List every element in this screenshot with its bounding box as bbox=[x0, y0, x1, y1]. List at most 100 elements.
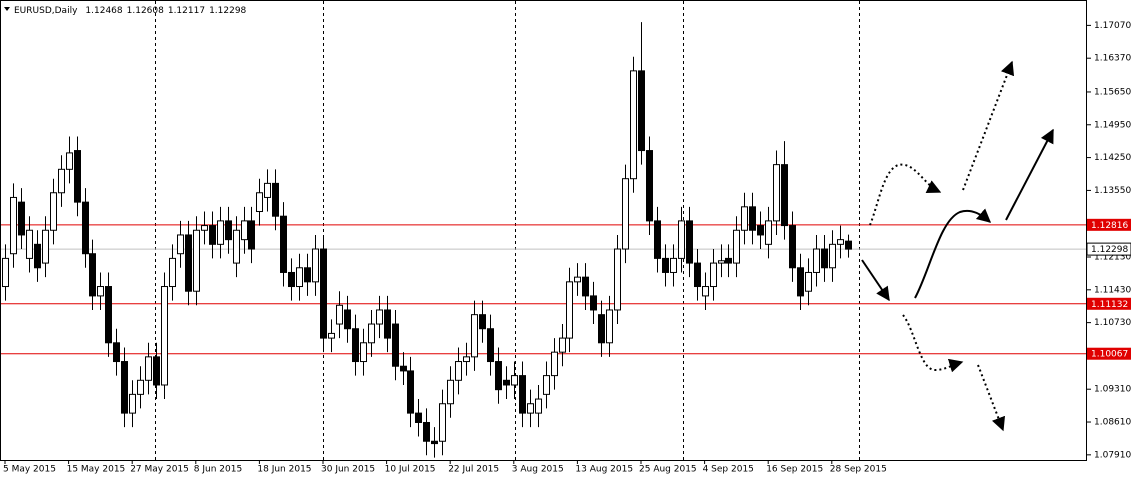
candle-body bbox=[614, 248, 621, 311]
candle-body bbox=[185, 234, 192, 292]
candle-body bbox=[161, 286, 168, 386]
candle-body bbox=[153, 356, 160, 386]
candle-body bbox=[749, 206, 756, 231]
candle-body bbox=[193, 229, 200, 292]
candle-body bbox=[566, 281, 573, 339]
candle-body bbox=[447, 379, 454, 405]
candle-body bbox=[304, 267, 311, 283]
y-tick-label: 1.11430 bbox=[1094, 285, 1131, 295]
y-tick-label: 1.14250 bbox=[1094, 153, 1131, 163]
candle-body bbox=[725, 257, 732, 264]
candle-body bbox=[646, 150, 653, 222]
y-tick-label: 1.08610 bbox=[1094, 418, 1131, 428]
candle-body bbox=[50, 192, 57, 231]
candle-body bbox=[821, 248, 828, 269]
x-tick-label: 13 Aug 2015 bbox=[575, 465, 633, 475]
x-tick-label: 10 Jul 2015 bbox=[385, 465, 436, 475]
candle-body bbox=[272, 182, 279, 217]
candle-body bbox=[829, 243, 836, 269]
candle-body bbox=[2, 257, 9, 288]
candle-body bbox=[177, 234, 184, 255]
candle-body bbox=[296, 267, 303, 288]
x-tick-label: 27 May 2015 bbox=[130, 465, 189, 475]
candle-body bbox=[702, 286, 709, 297]
candle-body bbox=[686, 220, 693, 264]
candle-body bbox=[431, 440, 438, 445]
candle-body bbox=[58, 168, 65, 194]
candle-body bbox=[145, 356, 152, 381]
candle-body bbox=[113, 342, 120, 363]
candle-body bbox=[280, 215, 287, 273]
candle-body bbox=[622, 178, 629, 250]
candle-body bbox=[837, 239, 844, 245]
candle-body bbox=[352, 328, 359, 363]
candle-body bbox=[241, 220, 248, 241]
candle-body bbox=[511, 375, 518, 386]
candle-body bbox=[535, 398, 542, 414]
y-tick-label: 1.16370 bbox=[1094, 54, 1131, 64]
candle-body bbox=[209, 225, 216, 245]
x-tick-label: 16 Sep 2015 bbox=[766, 465, 823, 475]
candle-body bbox=[423, 421, 430, 442]
candle-body bbox=[543, 375, 550, 395]
candle-body bbox=[757, 225, 764, 236]
x-tick-label: 25 Aug 2015 bbox=[639, 465, 697, 475]
x-tick-label: 22 Jul 2015 bbox=[448, 465, 499, 475]
candle-body bbox=[368, 323, 375, 344]
candle-body bbox=[225, 220, 232, 241]
last-high: 1.12608 bbox=[127, 6, 164, 16]
last-close: 1.12298 bbox=[209, 6, 246, 16]
candle-body bbox=[670, 257, 677, 273]
candle-body bbox=[66, 152, 73, 170]
candle-body bbox=[598, 314, 605, 344]
y-tick-label: 1.09310 bbox=[1094, 385, 1131, 395]
candle-body bbox=[360, 342, 367, 363]
candle-body bbox=[574, 276, 581, 283]
candle-body bbox=[845, 240, 852, 250]
x-tick-label: 5 May 2015 bbox=[3, 465, 56, 475]
candle-body bbox=[256, 192, 263, 213]
symbol: EURUSD,Daily bbox=[14, 6, 78, 16]
x-tick-label: 4 Sep 2015 bbox=[703, 465, 754, 475]
candle-body bbox=[137, 379, 144, 395]
y-tick-label: 1.13550 bbox=[1094, 186, 1131, 196]
level-label: 1.10067 bbox=[1091, 350, 1128, 360]
candle-body bbox=[630, 70, 637, 180]
candle-body bbox=[376, 309, 383, 325]
candle-body bbox=[312, 248, 319, 283]
candle-body bbox=[89, 253, 96, 297]
candle-body bbox=[121, 361, 128, 414]
candle-body bbox=[463, 356, 470, 363]
candle-body bbox=[97, 286, 104, 297]
x-tick-label: 28 Sep 2015 bbox=[830, 465, 887, 475]
x-tick-label: 8 Jun 2015 bbox=[194, 465, 242, 475]
candle-body bbox=[328, 332, 335, 339]
candle-body bbox=[797, 267, 804, 297]
y-tick-label: 1.15650 bbox=[1094, 87, 1131, 97]
candle-body bbox=[527, 403, 534, 414]
candle-body bbox=[400, 365, 407, 372]
menu-triangle bbox=[4, 7, 10, 11]
candle-body bbox=[384, 309, 391, 339]
last-open: 1.12468 bbox=[85, 6, 122, 16]
candle-body bbox=[479, 314, 486, 330]
candle-body bbox=[773, 164, 780, 222]
candle-body bbox=[559, 337, 566, 353]
candle-body bbox=[813, 248, 820, 273]
last-low: 1.12117 bbox=[168, 6, 205, 16]
candle-body bbox=[233, 229, 240, 264]
level-label-bg bbox=[1087, 347, 1131, 360]
y-tick-label: 1.12130 bbox=[1094, 252, 1131, 262]
candle-body bbox=[169, 257, 176, 288]
forecast-arrows bbox=[861, 60, 1054, 432]
price-label: 1.12298 bbox=[1091, 245, 1128, 255]
candle-body bbox=[789, 225, 796, 269]
candle-body bbox=[74, 150, 81, 203]
candle-body bbox=[336, 304, 343, 325]
candle-body bbox=[519, 375, 526, 414]
candle-body bbox=[288, 271, 295, 288]
level-label-bg bbox=[1087, 297, 1131, 310]
candle-body bbox=[718, 260, 725, 264]
candle-body bbox=[654, 220, 661, 259]
